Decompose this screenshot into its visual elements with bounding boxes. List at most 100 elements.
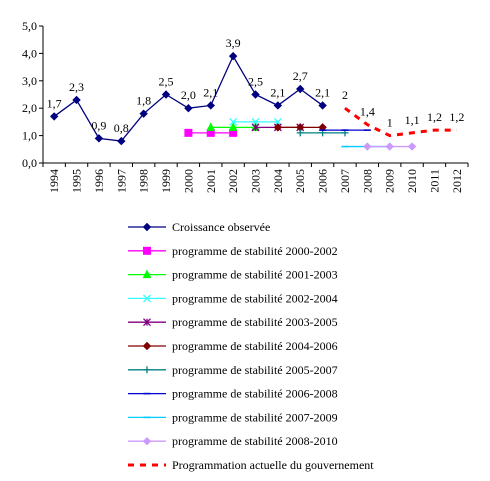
data-label: 1,2 — [449, 110, 464, 124]
data-point — [229, 117, 238, 126]
y-tick-label: 1,0 — [22, 129, 37, 143]
data-point — [184, 103, 193, 113]
legend-item: Programmation actuelle du gouvernement — [128, 458, 374, 472]
data-point — [72, 95, 81, 105]
x-tick-label: 2004 — [271, 169, 285, 193]
x-tick-label: 1998 — [137, 169, 151, 193]
x-tick-label: 2002 — [226, 169, 240, 193]
data-point — [228, 122, 238, 131]
x-tick-label: 2001 — [204, 169, 218, 193]
x-tick-label: 1995 — [70, 169, 84, 193]
legend-label: programme de stabilité 2002-2004 — [172, 291, 338, 305]
legend-item: programme de stabilité 2002-2004 — [128, 291, 338, 305]
data-point — [143, 246, 151, 255]
x-tick-label: 1999 — [159, 169, 173, 193]
data-label: 2,5 — [248, 75, 263, 89]
legend-item: programme de stabilité 2006-2008 — [128, 387, 338, 401]
data-point — [94, 134, 104, 143]
legend-item: Croissance observée — [128, 220, 270, 234]
legend-item: programme de stabilité 2004-2006 — [128, 339, 338, 353]
x-tick-label: 2009 — [383, 169, 397, 193]
legend-item: programme de stabilité 2008-2010 — [128, 434, 338, 448]
data-point — [273, 123, 283, 132]
data-label: 3,9 — [226, 36, 241, 50]
data-label: 0,8 — [114, 121, 129, 135]
data-labels: 1,7 2,3 0,9 0,8 1,8 2,5 2,0 2,1 3,9 2,5 2,1 2,7 2,1 2… — [47, 36, 465, 135]
data-point — [143, 318, 151, 327]
series-9 — [363, 142, 417, 151]
y-tick-label: 3,0 — [22, 74, 37, 88]
legend: Croissance observée programme de stabilit… — [128, 220, 374, 472]
data-point — [206, 122, 216, 131]
data-point — [296, 84, 305, 94]
x-tick-label: 2012 — [450, 169, 464, 193]
legend-label: programme de stabilité 2001-2003 — [172, 268, 338, 282]
data-point — [117, 136, 126, 146]
legend-label: programme de stabilité 2000-2002 — [172, 244, 338, 258]
data-label: 2,0 — [181, 88, 196, 102]
series-6 — [296, 129, 349, 137]
data-point — [296, 129, 304, 137]
y-tick-label: 4,0 — [22, 46, 37, 60]
legend-item: programme de stabilité 2007-2009 — [128, 410, 338, 424]
data-label: 2,1 — [203, 85, 218, 99]
data-label: 0,9 — [91, 118, 106, 132]
series-2 — [206, 122, 260, 131]
axes: 0,0 1,0 2,0 3,0 4,0 5,0 1994 1995 1996 1997 1998 19… — [22, 19, 469, 193]
x-tick-label: 2003 — [249, 169, 263, 193]
data-point — [385, 142, 394, 151]
legend-item: programme de stabilité 2000-2002 — [128, 244, 338, 258]
data-point — [142, 222, 152, 232]
x-tick-label: 2008 — [360, 169, 374, 193]
data-label: 1,2 — [427, 110, 442, 124]
data-label: 2,5 — [159, 75, 174, 89]
y-tick-label: 5,0 — [22, 19, 37, 33]
data-point — [142, 436, 152, 446]
data-label: 2 — [342, 88, 348, 102]
x-tick-label: 1996 — [92, 169, 106, 193]
data-point — [318, 101, 327, 110]
x-tick-label: 2000 — [181, 169, 195, 193]
data-point — [161, 90, 171, 99]
data-point — [251, 90, 260, 99]
data-point — [363, 142, 372, 151]
series-1 — [184, 128, 238, 137]
data-label: 2,3 — [69, 80, 84, 94]
data-label: 1 — [387, 116, 393, 130]
data-point — [228, 51, 238, 61]
data-point — [273, 101, 283, 110]
x-tick-label: 1994 — [47, 169, 61, 193]
data-point — [142, 269, 152, 279]
data-point — [139, 109, 148, 118]
data-label: 1,8 — [136, 94, 151, 108]
legend-label: Programmation actuelle du gouvernement — [172, 458, 374, 472]
legend-item: programme de stabilité 2003-2005 — [128, 315, 338, 329]
legend-label: programme de stabilité 2005-2007 — [172, 363, 338, 377]
series-line — [344, 106, 457, 138]
data-label: 1,4 — [360, 105, 375, 119]
x-tick-label: 1997 — [114, 169, 128, 193]
data-point — [184, 128, 193, 137]
x-tick-label: 2005 — [293, 169, 307, 193]
data-label: 2,1 — [315, 85, 330, 99]
data-label: 1,1 — [405, 113, 420, 127]
series-10 — [344, 106, 457, 138]
data-label: 2,7 — [293, 69, 308, 83]
data-point — [251, 123, 260, 132]
data-point — [143, 366, 151, 374]
legend-label: programme de stabilité 2007-2009 — [172, 410, 338, 424]
legend-item: programme de stabilité 2005-2007 — [128, 363, 338, 377]
series-layer — [49, 51, 457, 151]
data-label: 1,7 — [47, 96, 62, 110]
data-point — [143, 294, 151, 303]
data-point — [49, 112, 59, 121]
y-tick-label: 2,0 — [22, 101, 37, 115]
x-tick-label: 2006 — [316, 169, 330, 193]
series-0 — [49, 51, 327, 146]
data-point — [142, 341, 152, 351]
x-tick-label: 2010 — [405, 169, 419, 193]
y-tick-label: 0,0 — [22, 156, 37, 170]
legend-label: programme de stabilité 2008-2010 — [172, 434, 338, 448]
legend-label: programme de stabilité 2004-2006 — [172, 339, 338, 353]
